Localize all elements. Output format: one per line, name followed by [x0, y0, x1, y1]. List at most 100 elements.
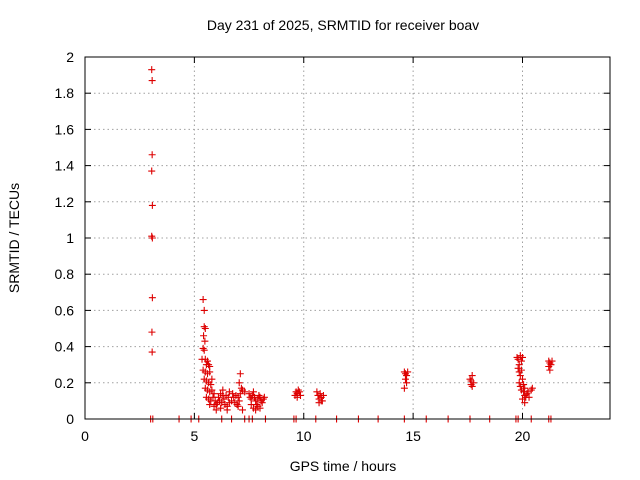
- data-point: [313, 388, 321, 396]
- y-tick-label: 1.2: [55, 194, 75, 210]
- data-point: [252, 406, 260, 414]
- y-tick-label: 2: [66, 49, 74, 65]
- data-point: [199, 344, 207, 352]
- data-point: [528, 384, 536, 392]
- data-point: [148, 232, 156, 240]
- data-point: [148, 151, 156, 159]
- data-point: [217, 404, 225, 412]
- data-point: [548, 357, 556, 365]
- data-point: [517, 366, 525, 374]
- data-points: [147, 66, 556, 423]
- x-axis-label: GPS time / hours: [290, 458, 397, 474]
- x-tick-label: 5: [190, 428, 198, 444]
- data-point: [234, 402, 242, 410]
- data-point: [207, 381, 215, 389]
- data-point: [404, 368, 412, 376]
- y-tick-label: 0.8: [55, 266, 75, 282]
- data-point: [148, 348, 156, 356]
- data-point: [200, 323, 208, 331]
- data-point: [515, 379, 523, 387]
- data-point: [400, 384, 408, 392]
- data-point: [546, 366, 554, 374]
- data-point: [200, 332, 208, 340]
- data-point: [148, 201, 156, 209]
- data-point: [220, 395, 228, 403]
- data-point: [200, 346, 208, 354]
- data-point: [521, 384, 529, 392]
- data-point: [521, 399, 529, 407]
- data-point: [210, 390, 218, 398]
- y-tick-label: 1: [66, 230, 74, 246]
- data-point: [241, 388, 249, 396]
- data-point: [403, 379, 411, 387]
- data-point: [223, 406, 231, 414]
- data-point: [256, 404, 264, 412]
- data-point: [148, 167, 156, 175]
- data-point: [148, 294, 156, 302]
- data-point: [317, 397, 325, 405]
- data-point: [235, 379, 243, 387]
- y-tick-labels: 0 0.2 0.4 0.6 0.8 1 1.2 1.4 1.6 1.8 2: [55, 49, 75, 427]
- data-point: [258, 399, 266, 407]
- y-tick-label: 0.2: [55, 375, 75, 391]
- x-tick-labels: 0 5 10 15 20: [81, 428, 530, 444]
- data-point: [201, 337, 209, 345]
- data-point: [401, 375, 409, 383]
- y-tick-label: 1.4: [55, 158, 75, 174]
- data-point: [517, 357, 525, 365]
- data-point: [148, 66, 156, 74]
- data-point: [519, 375, 526, 383]
- data-point: [468, 382, 476, 390]
- data-point: [403, 372, 411, 380]
- data-point: [229, 390, 237, 398]
- data-point: [525, 393, 533, 401]
- data-point: [201, 325, 209, 332]
- data-point: [206, 401, 214, 409]
- data-point: [214, 393, 222, 401]
- data-point: [515, 361, 523, 369]
- data-point: [319, 391, 327, 399]
- x-tick-label: 0: [81, 428, 89, 444]
- y-axis-label: SRMTID / TECUs: [6, 183, 22, 293]
- data-point: [516, 372, 524, 380]
- data-point: [293, 393, 301, 401]
- y-tick-label: 0.4: [55, 339, 75, 355]
- x-tick-label: 15: [405, 428, 421, 444]
- x-tick-label: 10: [296, 428, 312, 444]
- data-point: [148, 77, 156, 85]
- data-point: [235, 397, 243, 405]
- data-point: [295, 388, 303, 396]
- data-point: [260, 393, 268, 401]
- data-point: [206, 368, 214, 376]
- y-tick-label: 1.8: [55, 85, 75, 101]
- data-point: [249, 388, 257, 396]
- data-point: [545, 363, 553, 371]
- data-point: [519, 395, 526, 403]
- data-point: [219, 391, 227, 399]
- data-point: [516, 382, 524, 390]
- grid-lines: [85, 57, 610, 419]
- y-tick-label: 0.6: [55, 302, 75, 318]
- data-point: [519, 353, 526, 361]
- data-point: [514, 364, 522, 372]
- y-tick-label: 0: [66, 411, 74, 427]
- data-point: [208, 375, 216, 383]
- data-point: [225, 388, 233, 396]
- data-point: [236, 390, 244, 398]
- data-point: [468, 372, 476, 380]
- data-point: [239, 406, 246, 414]
- data-point: [212, 406, 220, 414]
- data-point: [200, 306, 208, 314]
- data-point: [148, 328, 156, 336]
- y-tick-label: 1.6: [55, 121, 75, 137]
- data-point: [148, 234, 156, 242]
- plot-frame: [84, 56, 611, 420]
- chart-title: Day 231 of 2025, SRMTID for receiver boa…: [207, 17, 479, 33]
- data-point: [234, 393, 242, 401]
- data-point: [247, 401, 255, 409]
- data-point: [204, 357, 211, 365]
- data-point: [199, 296, 207, 304]
- data-point: [527, 386, 535, 394]
- data-point: [520, 381, 528, 389]
